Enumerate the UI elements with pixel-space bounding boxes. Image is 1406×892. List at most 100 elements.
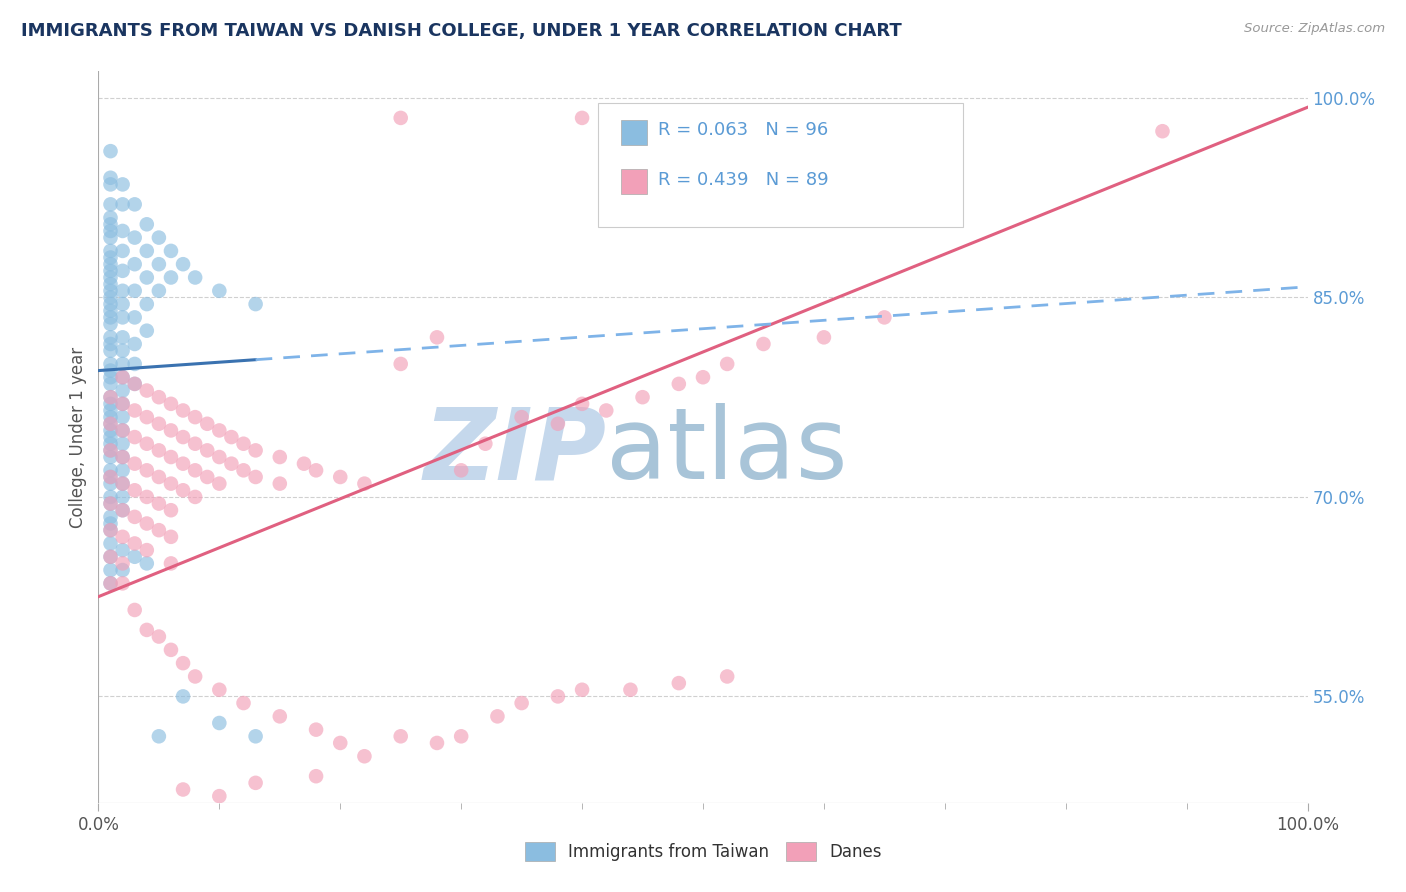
Point: [124, 549, 146, 564]
Point: [934, 111, 956, 125]
Point: [100, 430, 122, 444]
Point: [100, 277, 122, 292]
Point: [100, 197, 122, 211]
Point: [172, 782, 194, 797]
Point: [111, 450, 134, 464]
Point: [631, 390, 654, 404]
Point: [135, 270, 157, 285]
Point: [100, 357, 122, 371]
Point: [135, 516, 157, 531]
Point: [100, 410, 122, 425]
Point: [135, 324, 157, 338]
Point: [111, 503, 134, 517]
Point: [111, 343, 134, 358]
Point: [245, 776, 267, 790]
Point: [184, 669, 207, 683]
Point: [100, 330, 122, 344]
Point: [135, 384, 157, 398]
Point: [124, 257, 146, 271]
Point: [100, 470, 122, 484]
Point: [124, 197, 146, 211]
Point: [148, 630, 170, 644]
Point: [813, 330, 835, 344]
Point: [619, 682, 641, 697]
Point: [292, 457, 315, 471]
Point: [160, 503, 183, 517]
Point: [692, 370, 714, 384]
Point: [100, 563, 122, 577]
Point: [100, 310, 122, 325]
Text: atlas: atlas: [606, 403, 848, 500]
Point: [353, 476, 375, 491]
Point: [124, 509, 146, 524]
Point: [111, 476, 134, 491]
Point: [100, 536, 122, 550]
Point: [184, 270, 207, 285]
Point: [329, 470, 352, 484]
Point: [135, 543, 157, 558]
Point: [269, 709, 291, 723]
Point: [111, 476, 134, 491]
Point: [232, 696, 254, 710]
Point: [100, 390, 122, 404]
Point: [571, 397, 593, 411]
Legend: Immigrants from Taiwan, Danes: Immigrants from Taiwan, Danes: [517, 835, 889, 868]
Point: [595, 403, 617, 417]
Point: [111, 563, 134, 577]
Point: [172, 457, 194, 471]
Text: ZIP: ZIP: [423, 403, 606, 500]
Point: [100, 343, 122, 358]
Point: [100, 211, 122, 225]
Point: [100, 549, 122, 564]
Point: [450, 463, 472, 477]
Point: [547, 690, 569, 704]
Point: [329, 736, 352, 750]
Point: [100, 397, 122, 411]
Point: [426, 736, 449, 750]
Point: [124, 357, 146, 371]
Point: [184, 410, 207, 425]
Point: [124, 337, 146, 351]
Point: [172, 257, 194, 271]
Point: [100, 297, 122, 311]
Point: [668, 676, 690, 690]
Point: [135, 623, 157, 637]
Point: [111, 310, 134, 325]
Point: [232, 463, 254, 477]
Point: [111, 424, 134, 438]
Point: [100, 523, 122, 537]
Point: [100, 576, 122, 591]
Text: R = 0.439   N = 89: R = 0.439 N = 89: [658, 171, 828, 189]
Point: [269, 450, 291, 464]
Point: [510, 410, 533, 425]
Point: [510, 696, 533, 710]
Point: [135, 297, 157, 311]
Point: [245, 443, 267, 458]
Point: [111, 330, 134, 344]
Point: [135, 410, 157, 425]
Point: [111, 370, 134, 384]
Point: [100, 264, 122, 278]
Point: [160, 270, 183, 285]
Point: [100, 436, 122, 450]
Point: [100, 337, 122, 351]
Point: [208, 424, 231, 438]
Point: [160, 557, 183, 571]
Point: [100, 230, 122, 244]
Point: [245, 297, 267, 311]
Point: [668, 376, 690, 391]
Point: [100, 363, 122, 377]
Point: [100, 390, 122, 404]
Point: [195, 417, 218, 431]
Point: [160, 450, 183, 464]
Point: [100, 303, 122, 318]
Point: [172, 430, 194, 444]
Point: [100, 170, 122, 185]
Point: [111, 397, 134, 411]
Point: [450, 729, 472, 743]
Point: [208, 716, 231, 731]
Point: [111, 178, 134, 192]
Point: [873, 310, 896, 325]
Point: [426, 330, 449, 344]
Point: [571, 682, 593, 697]
